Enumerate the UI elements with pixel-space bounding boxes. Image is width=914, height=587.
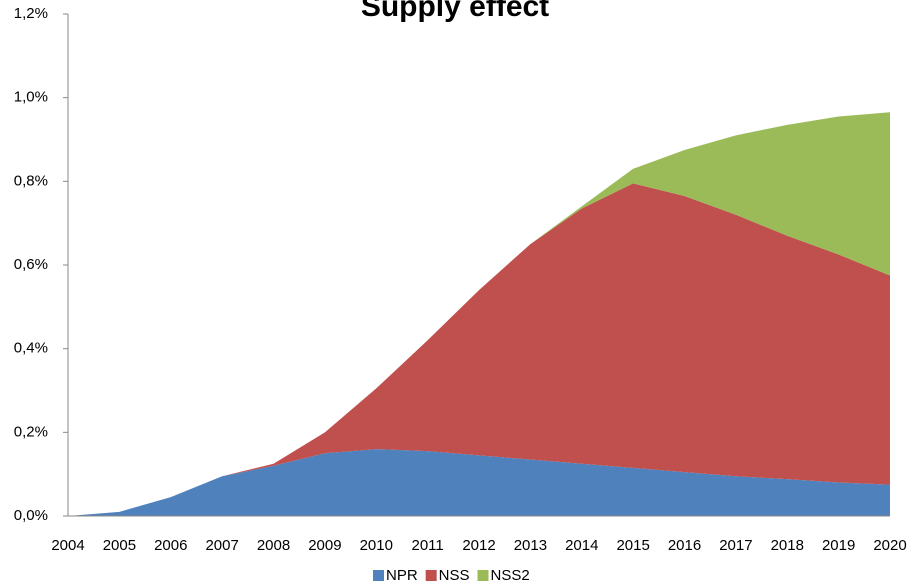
x-tick-label: 2020 xyxy=(873,537,906,554)
legend-swatch xyxy=(425,570,437,581)
legend-label: NPR xyxy=(386,567,418,584)
y-tick-label: 1,2% xyxy=(14,5,48,22)
x-tick-label: 2009 xyxy=(308,537,341,554)
x-tick-label: 2014 xyxy=(565,537,598,554)
x-tick-label: 2005 xyxy=(103,537,136,554)
area xyxy=(68,183,890,517)
y-tick-label: 0,0% xyxy=(14,507,48,524)
y-tick-label: 0,2% xyxy=(14,423,48,440)
area xyxy=(68,449,890,516)
x-tick-label: 2007 xyxy=(205,537,238,554)
x-tick-label: 2016 xyxy=(668,537,701,554)
legend-label: NSS2 xyxy=(491,567,530,584)
x-tick-label: 2010 xyxy=(360,537,393,554)
x-tick-label: 2011 xyxy=(411,537,443,554)
legend-swatch xyxy=(373,570,384,581)
legend-label: NSS xyxy=(439,567,470,584)
x-tick-label: 2015 xyxy=(616,537,649,554)
area xyxy=(68,112,890,516)
chart-title: Supply effect xyxy=(361,0,549,23)
x-tick-label: 2012 xyxy=(462,537,495,554)
x-tick-label: 2013 xyxy=(514,537,547,554)
x-tick-label: 2006 xyxy=(154,537,187,554)
x-tick-label: 2019 xyxy=(822,537,855,554)
y-tick-label: 0,8% xyxy=(14,172,48,189)
x-tick-label: 2018 xyxy=(771,537,804,554)
y-tick-label: 1,0% xyxy=(14,89,48,106)
x-tick-label: 2004 xyxy=(51,537,84,554)
x-tick-label: 2008 xyxy=(257,537,290,554)
y-tick-label: 0,4% xyxy=(14,340,48,357)
y-tick-label: 0,6% xyxy=(14,256,48,273)
legend-swatch xyxy=(477,570,489,581)
x-tick-label: 2017 xyxy=(719,537,752,554)
